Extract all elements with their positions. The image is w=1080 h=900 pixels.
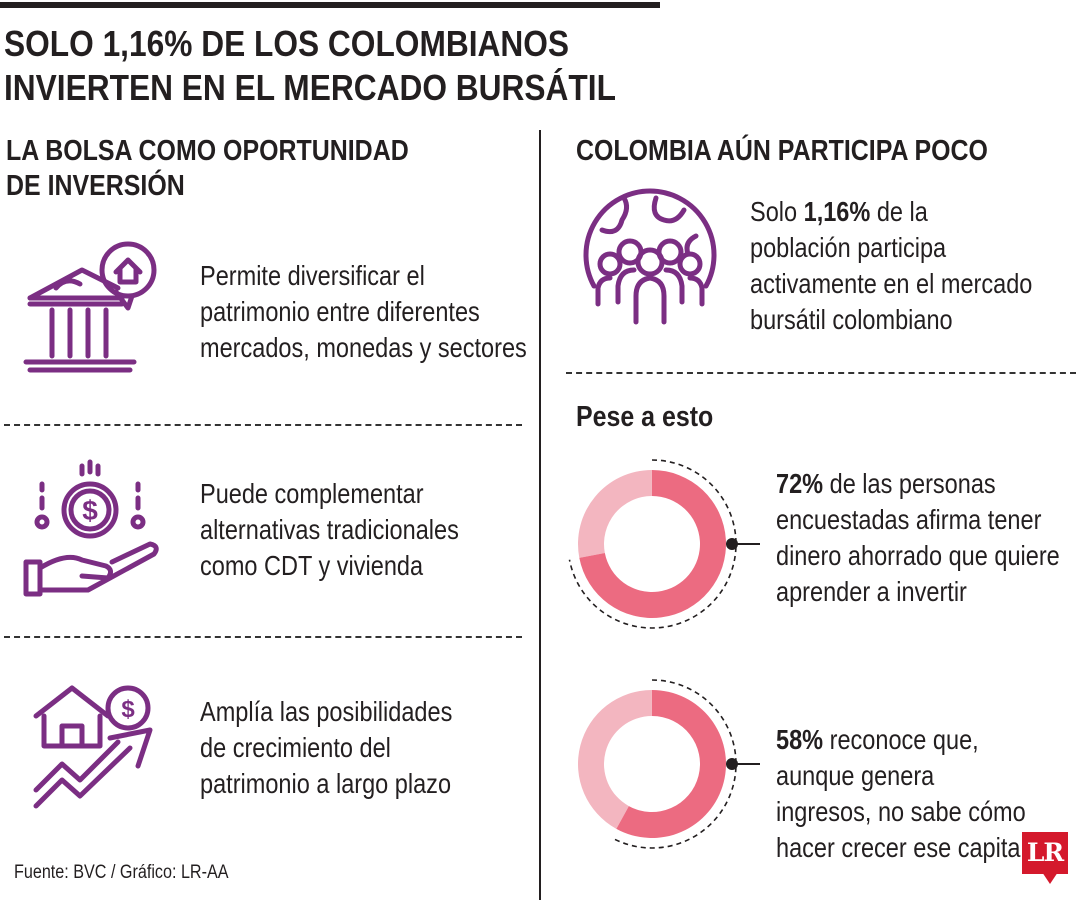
donut-2-line-3: ingresos, no sabe cómo (776, 796, 1026, 827)
left-item-3-line-1: Amplía las posibilidades (200, 696, 453, 727)
left-item-1-line-3: mercados, monedas y sectores (200, 332, 527, 363)
column-divider (539, 130, 541, 900)
left-item-2-line-3: como CDT y vivienda (200, 550, 424, 581)
donut-2-line-2: aunque genera (776, 760, 935, 791)
donut-1-line-4: aprender a invertir (776, 576, 967, 607)
donut-2-line-1: 58% reconoce que, (776, 722, 1026, 758)
lr-logo-tail (1042, 872, 1058, 884)
left-heading-line-2: DE INVERSIÓN (6, 170, 185, 202)
donut-1-line-2: encuestadas afirma tener (776, 504, 1042, 535)
stat-line-3: activamente en el mercado (750, 268, 1033, 299)
left-item-2-line-2: alternativas tradicionales (200, 514, 459, 545)
page-title: SOLO 1,16% DE LOS COLOMBIANOS INVIERTEN … (4, 22, 690, 110)
svg-text:$: $ (121, 696, 135, 723)
divider (4, 424, 522, 426)
stat-line-2: población participa (750, 232, 947, 263)
left-item-1-line-1: Permite diversificar el (200, 260, 425, 291)
donut-2-line-4: hacer crecer ese capital (776, 832, 1026, 863)
left-item-2-text: Puede complementar alternativas tradicio… (200, 476, 459, 584)
bank-house-icon (23, 241, 157, 373)
donut-chart-72 (568, 459, 760, 629)
left-item-2-line-1: Puede complementar (200, 478, 424, 509)
source-note: Fuente: BVC / Gráfico: LR-AA (14, 862, 229, 883)
donut-value-slice (579, 470, 726, 618)
donut-remainder-slice (578, 470, 652, 558)
left-heading-line-1: LA BOLSA COMO OPORTUNIDAD (6, 135, 409, 167)
title-line-2: INVIERTEN EN EL MERCADO BURSÁTIL (4, 67, 616, 108)
donut-chart-58 (578, 679, 760, 849)
lr-logo: LR (1022, 832, 1068, 874)
left-section-heading: LA BOLSA COMO OPORTUNIDAD DE INVERSIÓN (6, 134, 409, 204)
donut-remainder-slice (578, 690, 652, 829)
hand-coin-icon: $ (23, 459, 159, 597)
divider (566, 372, 1076, 374)
donut-1-line-1: 72% de las personas (776, 466, 1060, 502)
dashed-value-arc (568, 459, 737, 629)
participation-stat-text: Solo 1,16% de la población participa act… (750, 194, 1032, 338)
stat-line-1: Solo 1,16% de la (750, 194, 1032, 230)
stat-prefix: Solo (750, 196, 804, 227)
dashed-value-arc (611, 679, 737, 849)
stat-value: 1,16% (803, 196, 871, 227)
donut-2-value: 58% (776, 724, 824, 755)
donut-1-value: 72% (776, 468, 824, 499)
stat-line-4: bursátil colombiano (750, 304, 953, 335)
right-section-heading: COLOMBIA AÚN PARTICIPA POCO (576, 135, 988, 167)
divider (4, 636, 522, 638)
top-bar (0, 2, 660, 8)
svg-text:$: $ (82, 495, 98, 526)
left-item-3-text: Amplía las posibilidades de crecimiento … (200, 694, 452, 802)
right-subheading: Pese a esto (576, 401, 714, 433)
growth-house-icon: $ (33, 685, 153, 809)
left-item-1-line-2: patrimonio entre diferentes (200, 296, 480, 327)
left-item-1-text: Permite diversificar el patrimonio entre… (200, 258, 527, 366)
globe-people-icon (583, 188, 717, 325)
left-item-3-line-2: de crecimiento del (200, 732, 391, 763)
donut-value-slice (616, 690, 726, 838)
donut-2-text: 58% reconoce que, aunque genera ingresos… (776, 722, 1026, 866)
donut-1-rest: de las personas (823, 468, 996, 499)
left-item-3-line-3: patrimonio a largo plazo (200, 768, 452, 799)
donut-2-rest: reconoce que, (823, 724, 979, 755)
donut-1-line-3: dinero ahorrado que quiere (776, 540, 1060, 571)
donut-1-text: 72% de las personas encuestadas afirma t… (776, 466, 1060, 610)
title-line-1: SOLO 1,16% DE LOS COLOMBIANOS (4, 23, 570, 64)
stat-suffix: de la (870, 196, 928, 227)
